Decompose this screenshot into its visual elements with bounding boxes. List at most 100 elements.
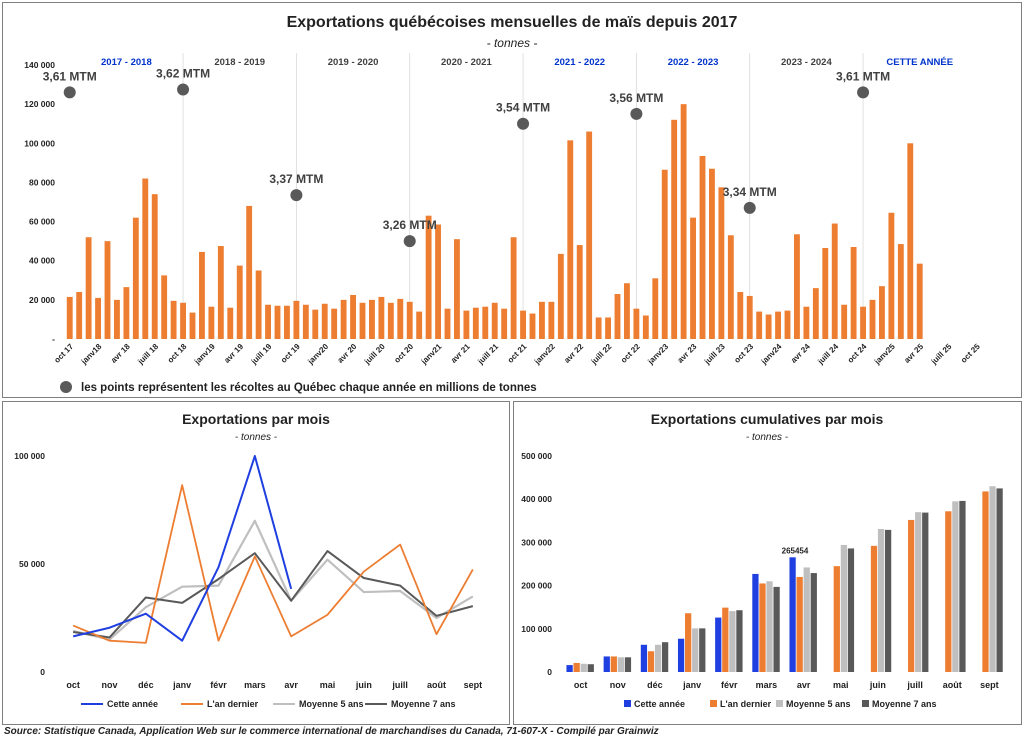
x-tick-label: oct 17 <box>52 342 75 365</box>
bar <box>605 317 611 339</box>
x-tick-label: janv <box>682 680 701 690</box>
legend-label: L'an dernier <box>207 699 259 709</box>
y-tick-label: 200 000 <box>521 581 552 591</box>
x-tick-label: juill 20 <box>362 342 387 367</box>
bar <box>803 306 810 339</box>
series-line <box>72 519 474 641</box>
bar <box>180 302 186 339</box>
bar <box>387 302 394 339</box>
legend-label: L'an dernier <box>720 699 772 709</box>
harvest-point <box>177 83 190 96</box>
x-tick-label: avr 25 <box>902 342 925 365</box>
bar <box>996 488 1003 672</box>
monthly-exports-chart: Exportations québécoises mensuelles de m… <box>24 14 982 394</box>
bar <box>860 306 866 339</box>
bar <box>472 307 479 339</box>
bar <box>877 529 885 672</box>
bar <box>435 224 441 339</box>
bar <box>586 131 593 339</box>
x-tick-label: avr 20 <box>336 342 359 365</box>
x-tick-label: sept <box>464 680 483 690</box>
series-line <box>72 484 474 644</box>
x-tick-label: juin <box>869 680 886 690</box>
x-tick-label: juill <box>906 680 923 690</box>
x-tick-label: juill 21 <box>475 342 500 367</box>
bar <box>104 241 111 339</box>
season-label: 2017 - 2018 <box>101 57 152 68</box>
bar <box>654 644 662 672</box>
bar <box>789 557 796 672</box>
y-tick-label: 100 000 <box>24 138 55 148</box>
x-tick-label: avr 24 <box>789 342 812 365</box>
x-tick-label: juill 19 <box>249 342 274 367</box>
legend-swatch <box>776 700 783 707</box>
chart-title: Exportations québécoises mensuelles de m… <box>287 14 738 31</box>
bar <box>491 302 498 339</box>
bar <box>718 187 725 339</box>
bar <box>350 294 356 339</box>
x-tick-label: oct 23 <box>732 342 755 365</box>
bar <box>897 244 904 339</box>
x-tick-label: avr 22 <box>562 342 585 365</box>
bar <box>444 308 451 339</box>
bar <box>850 247 857 339</box>
bar <box>246 205 253 339</box>
x-tick-label: juill 22 <box>589 342 614 367</box>
x-tick-label: août <box>427 680 446 690</box>
x-tick-label: avr 18 <box>109 342 132 365</box>
bar <box>677 638 685 672</box>
bar <box>671 119 678 339</box>
y-tick-label: 50 000 <box>19 559 45 569</box>
bar <box>463 310 470 339</box>
x-tick-label: oct 20 <box>392 342 415 365</box>
chart-title: Exportations par mois <box>182 411 330 427</box>
x-tick-label: janv <box>172 680 191 690</box>
x-tick-label: janv19 <box>192 342 217 367</box>
x-tick-label: avr 19 <box>222 342 245 365</box>
bar <box>907 143 914 339</box>
bar <box>189 312 196 339</box>
bar <box>557 253 564 339</box>
chart-subtitle: - tonnes - <box>235 432 278 443</box>
harvest-label: 3,61 MTM <box>43 69 97 83</box>
x-tick-label: oct 18 <box>166 342 189 365</box>
bar <box>529 313 536 339</box>
y-tick-label: - <box>52 334 55 344</box>
bar <box>576 245 583 339</box>
bar <box>680 104 687 340</box>
bar <box>567 140 574 339</box>
season-label: CETTE ANNÉE <box>886 57 953 68</box>
bar <box>870 545 878 672</box>
x-tick-label: févr <box>210 680 227 690</box>
bar <box>85 237 92 339</box>
x-tick-label: déc <box>138 680 154 690</box>
bar <box>142 178 149 339</box>
bar <box>217 246 224 339</box>
chart-title: Exportations cumulatives par mois <box>651 411 884 427</box>
legend-dot <box>60 381 72 393</box>
x-tick-label: juill 24 <box>815 342 840 367</box>
bar <box>274 305 281 339</box>
bar <box>227 307 234 339</box>
bar <box>580 663 587 672</box>
bar <box>833 566 840 672</box>
bar <box>510 237 517 339</box>
bar <box>406 301 413 339</box>
y-tick-label: 500 000 <box>521 451 552 461</box>
bar <box>359 302 366 339</box>
legend-text: les points représentent les récoltes au … <box>81 382 537 394</box>
bar <box>989 486 996 672</box>
bar <box>784 310 791 339</box>
bar <box>736 610 743 672</box>
legend-swatch <box>624 700 631 707</box>
harvest-point <box>63 86 76 99</box>
y-tick-label: 20 000 <box>29 295 55 305</box>
bar <box>810 573 817 672</box>
bar <box>709 168 715 339</box>
bar <box>617 657 625 672</box>
bar <box>699 628 706 672</box>
bar <box>840 544 848 672</box>
bar <box>425 215 432 339</box>
bar <box>573 662 580 672</box>
bar <box>661 642 669 672</box>
